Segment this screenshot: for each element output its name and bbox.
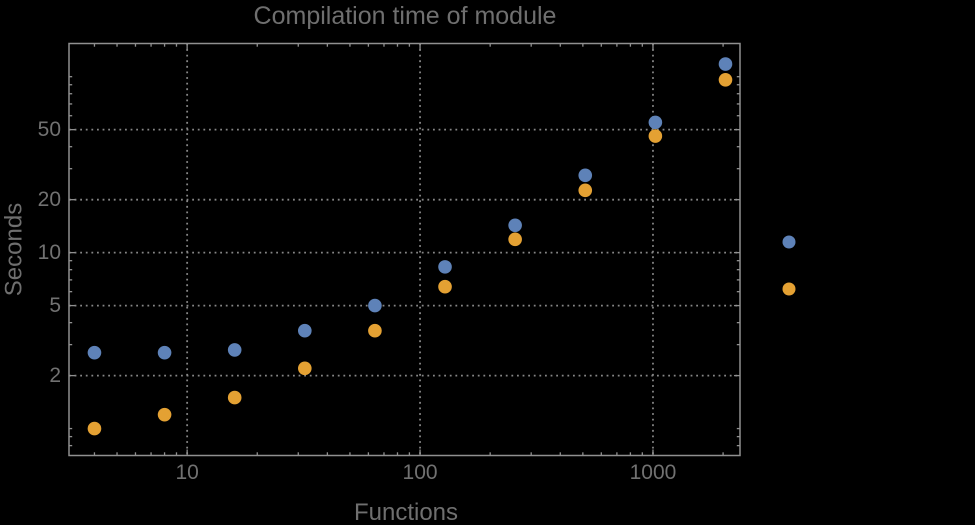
data-point-series-2-orange-x64: [368, 323, 382, 338]
data-point-series-2-orange-x512: [578, 183, 593, 198]
data-point-series-1-blue-x32: [298, 323, 312, 338]
data-point-series-1-blue-x16: [227, 343, 242, 357]
x-tick-label-100: 100: [402, 461, 438, 484]
y-tick-label-5: 5: [49, 293, 61, 317]
data-point-series-2-orange-x8: [157, 407, 172, 422]
legend-marker-2: [782, 282, 796, 296]
data-point-series-2-orange-x4: [87, 421, 102, 436]
legend-marker-1: [782, 235, 796, 249]
data-point-series-1-blue-x64: [368, 298, 382, 313]
y-tick-label-50: 50: [37, 117, 61, 141]
plot-frame: [68, 42, 741, 457]
data-point-series-2-orange-x256: [508, 232, 522, 247]
data-point-series-2-orange-x2048: [718, 73, 733, 87]
x-tick-label-1000: 1000: [629, 461, 677, 484]
data-point-series-2-orange-x16: [227, 390, 242, 405]
y-tick-label-10: 10: [37, 240, 61, 264]
y-tick-label-2: 2: [49, 363, 61, 387]
x-tick-label-10: 10: [175, 461, 199, 484]
data-point-series-2-orange-x1024: [648, 129, 663, 143]
data-point-series-2-orange-x32: [298, 361, 312, 376]
data-point-series-1-blue-x2048: [718, 57, 733, 71]
data-point-series-1-blue-x128: [438, 260, 452, 274]
data-point-series-1-blue-x256: [508, 218, 522, 233]
data-point-series-2-orange-x128: [438, 279, 452, 294]
data-point-series-1-blue-x512: [578, 168, 593, 183]
data-point-series-1-blue-x8: [157, 345, 172, 360]
y-tick-label-20: 20: [37, 187, 61, 211]
data-point-series-1-blue-x1024: [648, 115, 663, 130]
data-point-series-1-blue-x4: [87, 345, 102, 360]
chart-title: Compilation time of module: [253, 2, 557, 30]
x-axis-label: Functions: [353, 499, 459, 525]
